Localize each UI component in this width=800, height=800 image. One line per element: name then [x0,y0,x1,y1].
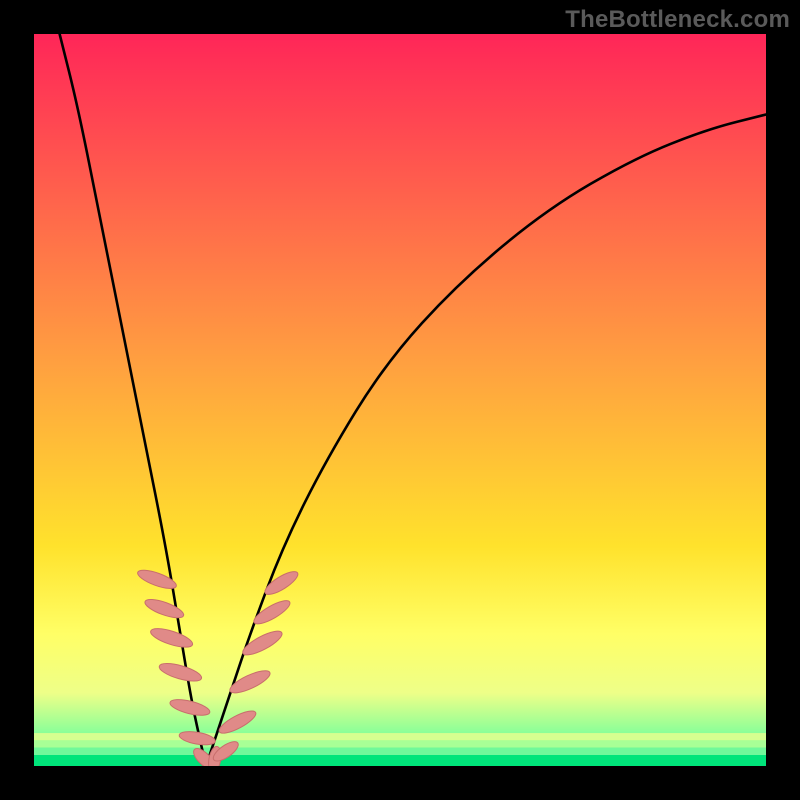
color-band [34,755,766,766]
color-band [34,733,766,740]
bottom-color-bands [34,733,766,766]
plot-area [34,34,766,766]
chart-frame: TheBottleneck.com [0,0,800,800]
watermark-text: TheBottleneck.com [565,6,790,34]
color-band [34,740,766,747]
color-band [34,748,766,755]
gradient-background [34,34,766,766]
plot-svg [34,34,766,766]
